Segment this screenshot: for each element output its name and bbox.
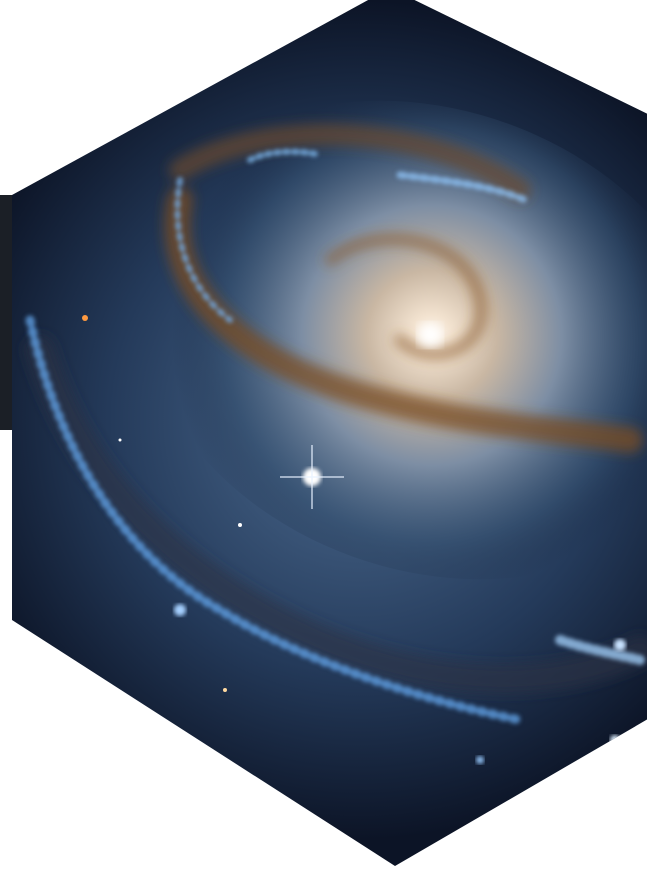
dust-lanes: [25, 123, 647, 694]
blue-arms: [25, 148, 645, 725]
dark-strip: [0, 195, 12, 430]
